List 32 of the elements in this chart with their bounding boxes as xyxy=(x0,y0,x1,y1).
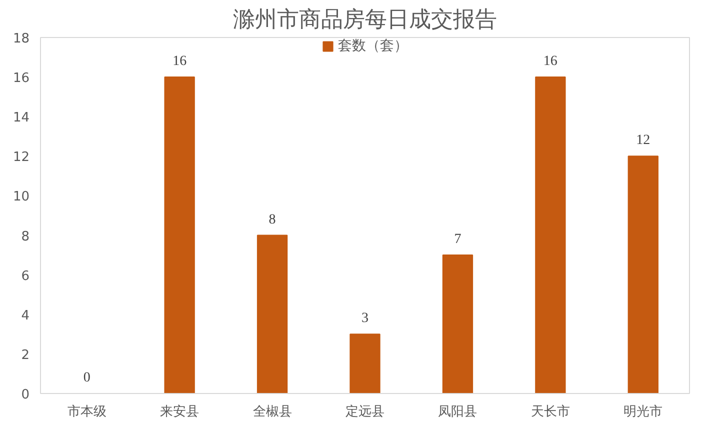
data-label: 8 xyxy=(268,212,276,228)
x-tick-label: 来安县 xyxy=(160,404,200,420)
data-label: 16 xyxy=(543,54,558,70)
bar xyxy=(628,156,658,394)
x-tick-label: 市本级 xyxy=(67,404,106,420)
data-label: 7 xyxy=(454,232,462,248)
y-tick-label: 0 xyxy=(21,388,30,402)
y-tick-label: 16 xyxy=(12,71,30,86)
legend-label: 套数（套） xyxy=(338,37,408,55)
x-tick-label: 天长市 xyxy=(530,404,570,420)
y-tick-label: 8 xyxy=(21,229,30,244)
y-tick-label: 12 xyxy=(12,150,30,166)
y-tick-label: 2 xyxy=(21,348,30,363)
y-tick-label: 18 xyxy=(12,32,30,46)
x-tick-label: 全椒县 xyxy=(252,404,292,420)
bar xyxy=(164,76,195,394)
data-label: 12 xyxy=(636,133,650,148)
y-tick-label: 10 xyxy=(12,190,30,205)
x-tick-label: 凤阳县 xyxy=(438,404,478,420)
x-tick-label: 明光市 xyxy=(624,404,663,420)
y-tick-label: 4 xyxy=(21,308,30,324)
bar xyxy=(535,76,566,394)
data-label: 16 xyxy=(172,54,187,70)
y-tick-label: 14 xyxy=(12,110,30,126)
bar xyxy=(350,334,380,394)
y-tick-label: 6 xyxy=(21,268,30,284)
bar xyxy=(256,234,288,394)
data-label: 0 xyxy=(83,370,90,386)
chart-title: 滁州市商品房每日成交报告 xyxy=(233,8,497,32)
data-label: 3 xyxy=(362,311,368,326)
bar xyxy=(442,254,474,394)
x-tick-label: 定远县 xyxy=(346,404,384,420)
